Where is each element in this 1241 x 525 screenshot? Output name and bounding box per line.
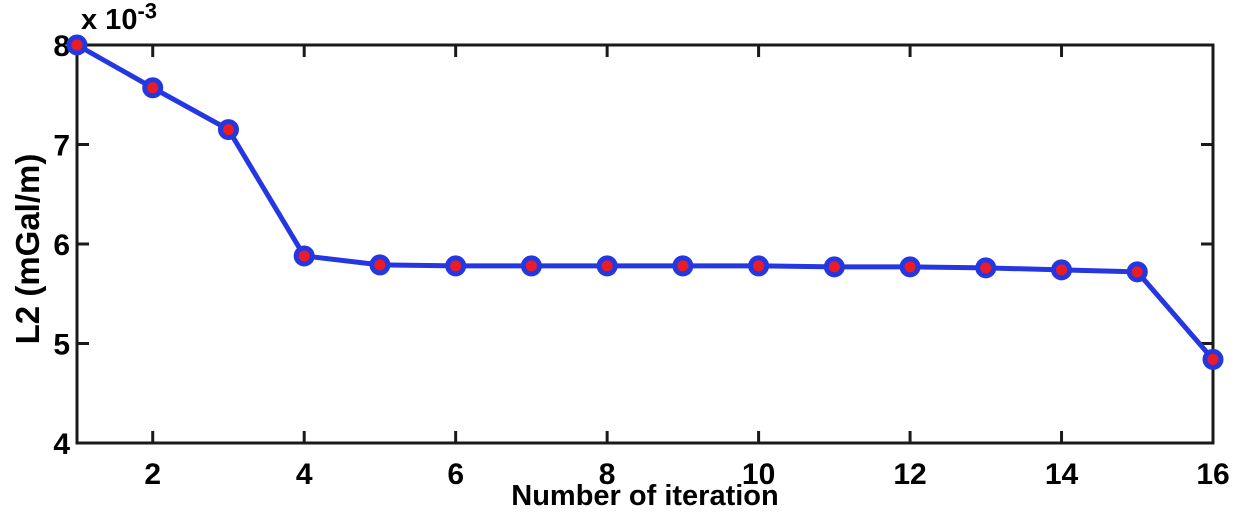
y-axis-exponent-label: x 10-3 xyxy=(81,0,157,37)
data-point-marker xyxy=(1051,259,1073,281)
x-axis-label: Number of iteration xyxy=(511,480,779,512)
data-point-marker xyxy=(369,254,391,276)
data-point-marker xyxy=(217,119,239,141)
y-tick-label: 6 xyxy=(53,229,70,262)
data-point-marker xyxy=(672,255,694,277)
x-tick-label: 8 xyxy=(599,458,616,491)
data-point-marker xyxy=(748,255,770,277)
y-tick-label: 5 xyxy=(53,329,70,362)
x-tick-label: 2 xyxy=(144,458,161,491)
data-point-marker xyxy=(66,34,88,56)
x-tick-label: 6 xyxy=(447,458,464,491)
y-tick-label: 7 xyxy=(53,130,70,163)
data-point-marker xyxy=(899,256,921,278)
y-axis-label: L2 (mGal/m) xyxy=(9,153,46,345)
plot-box xyxy=(75,43,1215,445)
x-tick-label: 16 xyxy=(1196,458,1229,491)
data-point-marker xyxy=(975,257,997,279)
x-tick-label: 4 xyxy=(296,458,313,491)
series-line xyxy=(74,42,1216,362)
y-axis-exponent-power: -3 xyxy=(137,0,158,24)
y-tick-label: 8 xyxy=(53,30,70,63)
x-tick-label: 14 xyxy=(1045,458,1079,491)
data-point-marker xyxy=(1202,348,1224,370)
data-point-marker xyxy=(1126,261,1148,283)
data-point-marker xyxy=(596,255,618,277)
data-point-marker xyxy=(520,255,542,277)
data-point-marker xyxy=(293,245,315,267)
data-point-marker xyxy=(142,77,164,99)
data-point-marker xyxy=(823,256,845,278)
data-point-marker xyxy=(445,255,467,277)
x-tick-label: 10 xyxy=(742,458,775,491)
y-tick-label: 4 xyxy=(53,428,70,461)
y-axis-exponent-base: x 10 xyxy=(81,4,138,36)
x-tick-label: 12 xyxy=(893,458,926,491)
